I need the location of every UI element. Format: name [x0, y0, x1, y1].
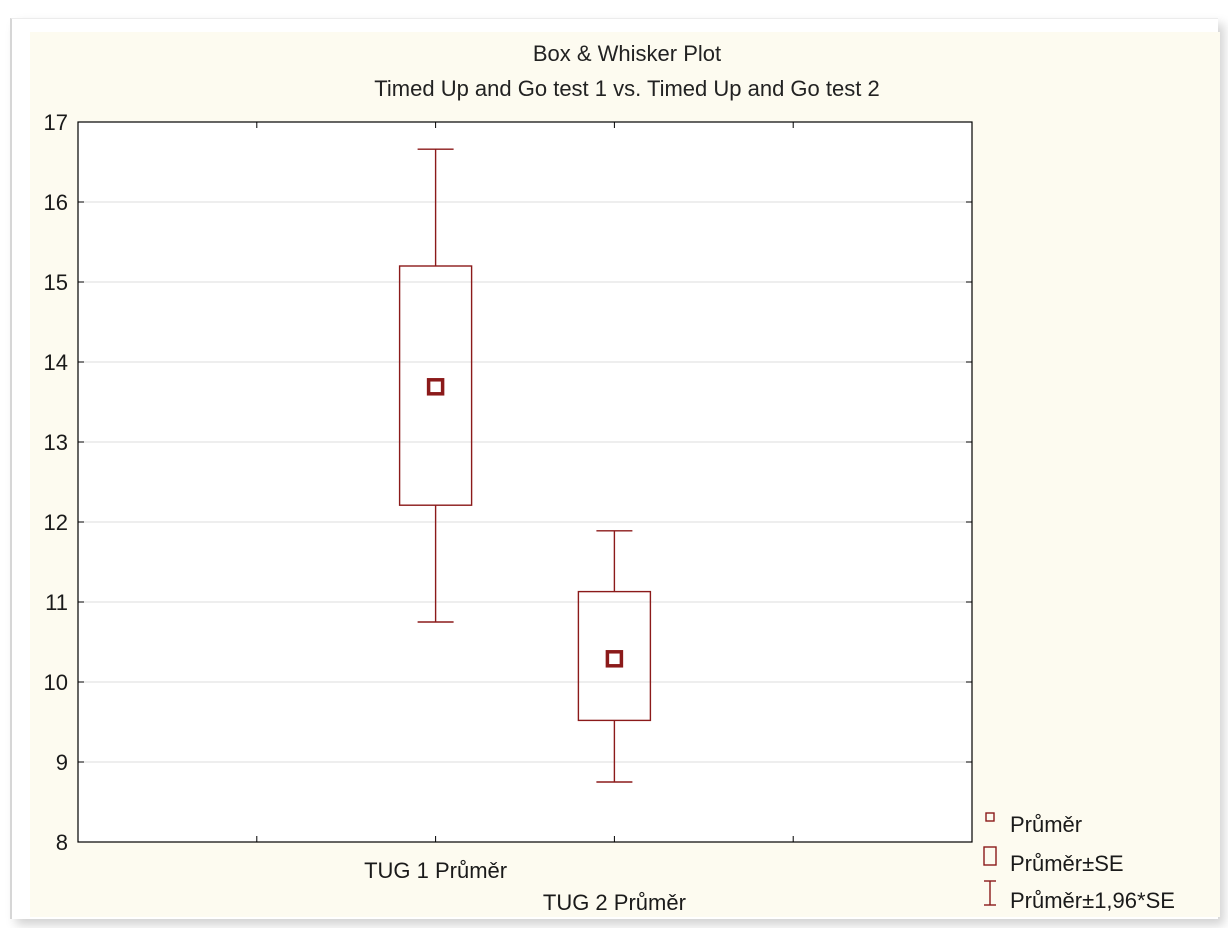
- box-series: [398, 148, 652, 783]
- legend-mean-icon: [985, 812, 995, 822]
- y-tick-label: 13: [44, 430, 68, 455]
- y-tick-label: 14: [44, 350, 68, 375]
- plot-border: [77, 121, 973, 843]
- legend-label: Průměr: [1010, 812, 1082, 837]
- x-axis-ticks: TUG 1 Průměr TUG 2 Průměr: [256, 122, 794, 915]
- x-category-label: TUG 1 Průměr: [364, 858, 507, 883]
- y-tick-label: 8: [56, 830, 68, 855]
- chart-subtitle: Timed Up and Go test 1 vs. Timed Up and …: [374, 76, 879, 101]
- y-tick-label: 16: [44, 190, 68, 215]
- y-tick-label: 17: [44, 110, 68, 135]
- legend-label: Průměr±SE: [1010, 851, 1124, 876]
- y-tick-label: 11: [45, 590, 68, 615]
- y-axis-ticks: 8 9 10 11 12 13 14 15 16 17: [44, 110, 972, 855]
- box-se: [398, 265, 473, 506]
- y-tick-label: 10: [44, 670, 68, 695]
- legend-label: Průměr±1,96*SE: [1010, 888, 1175, 913]
- legend-box-icon: [983, 846, 997, 866]
- mean-marker: [605, 650, 624, 668]
- mean-marker: [426, 378, 445, 396]
- box-se: [577, 590, 652, 722]
- plot-area: [78, 122, 972, 842]
- y-tick-label: 12: [44, 510, 68, 535]
- y-tick-label: 9: [56, 750, 68, 775]
- x-category-label: TUG 2 Průměr: [543, 890, 686, 915]
- legend: Průměr Průměr±SE Průměr±1,96*SE: [983, 812, 1175, 913]
- chart-title: Box & Whisker Plot: [533, 41, 721, 66]
- y-tick-label: 15: [44, 270, 68, 295]
- grid-lines: [78, 201, 972, 763]
